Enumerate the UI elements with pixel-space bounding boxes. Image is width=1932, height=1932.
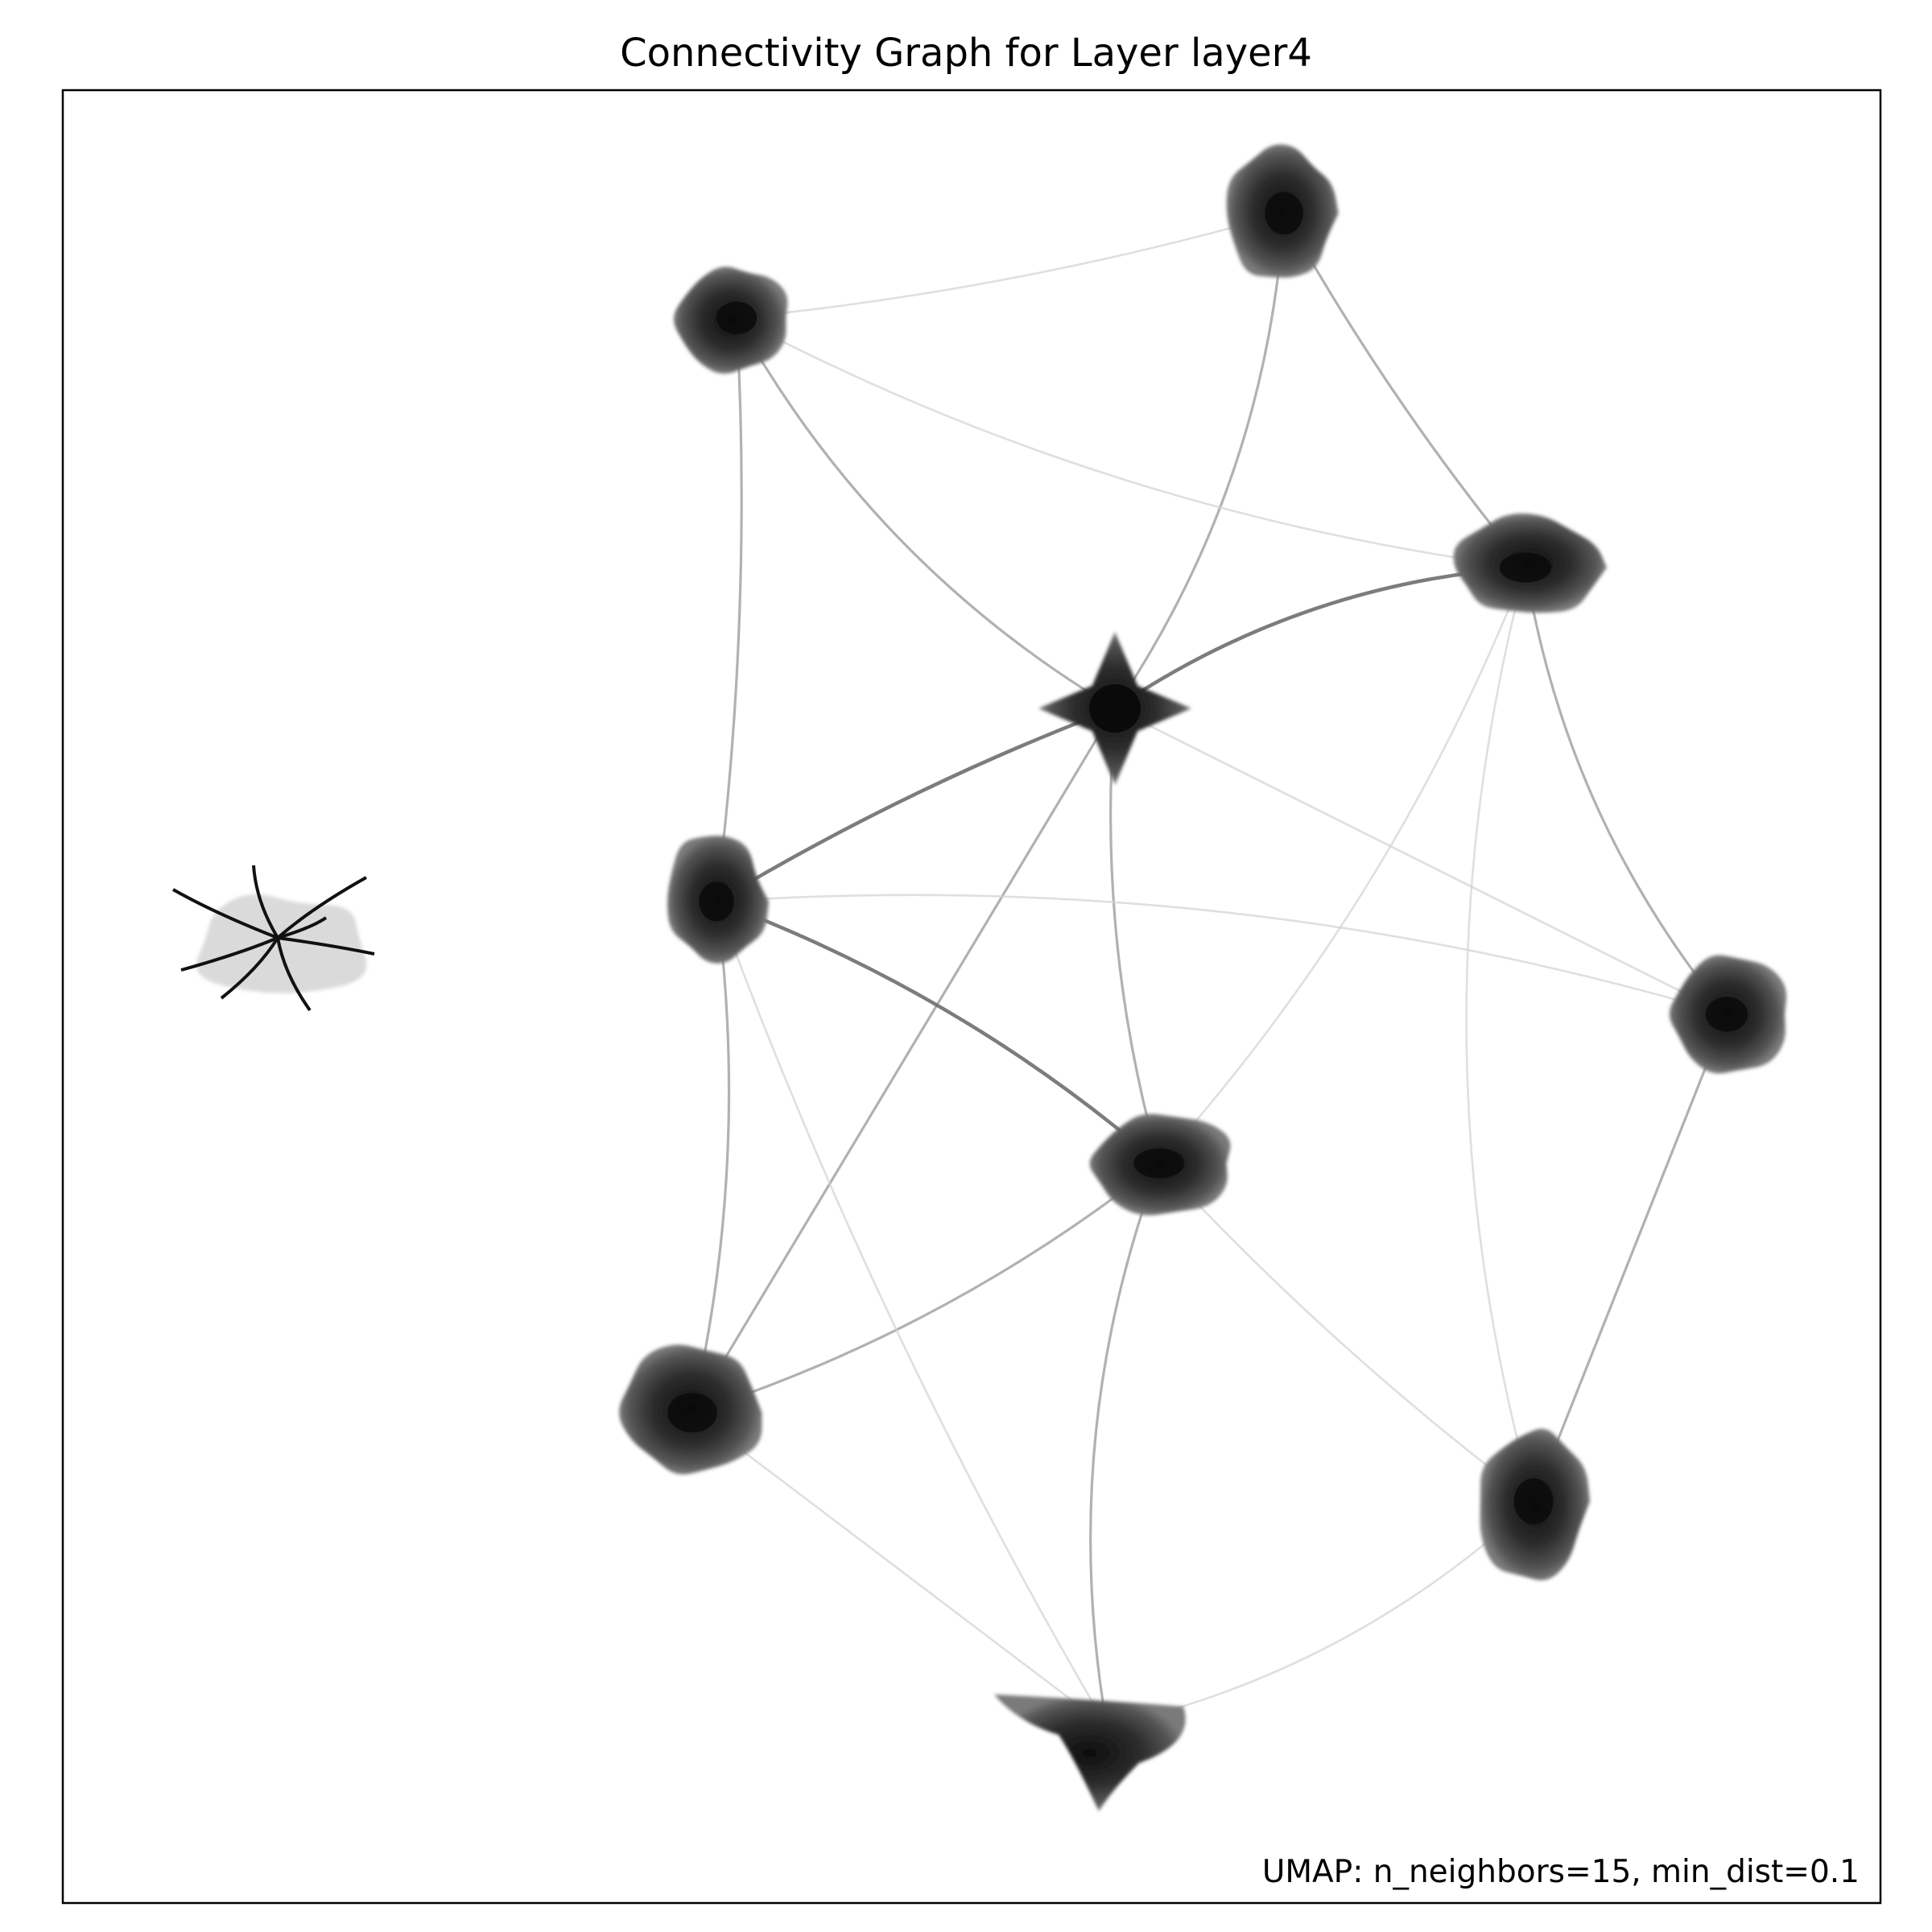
- edge-bottom-left-to-bottom-center: [691, 1411, 1108, 1728]
- cluster-halo: [196, 894, 367, 993]
- cluster-top-right: [1226, 144, 1339, 278]
- edge-center-lower-to-bottom-center: [1089, 1162, 1161, 1728]
- edge-center-lower-to-bottom-left: [691, 1162, 1161, 1414]
- cluster-core: [1133, 1148, 1185, 1179]
- cluster-core: [1499, 552, 1552, 583]
- cluster-core: [1513, 1478, 1554, 1525]
- edge-center-star-to-right-middle: [1113, 707, 1728, 1016]
- cluster-spike: [277, 936, 375, 956]
- cluster-core: [1705, 997, 1748, 1032]
- edge-top-left-to-left-middle: [715, 316, 743, 903]
- edge-left-middle-to-center-lower: [714, 899, 1162, 1166]
- edge-right-upper-to-bottom-right: [1465, 566, 1535, 1503]
- chart-title: Connectivity Graph for Layer layer4: [620, 31, 1312, 76]
- cluster-spike: [252, 865, 279, 939]
- edge-left-middle-to-right-middle: [715, 894, 1728, 1016]
- cluster-right-upper: [1453, 513, 1607, 613]
- edge-layer: [691, 212, 1728, 1728]
- edge-center-lower-to-right-upper: [1158, 566, 1527, 1165]
- cluster-core: [667, 1393, 717, 1433]
- cluster-top-left: [673, 266, 788, 374]
- edge-top-right-to-center-star: [1113, 212, 1286, 710]
- cluster-spike: [180, 936, 279, 972]
- edge-center-lower-to-bottom-right: [1158, 1162, 1535, 1503]
- edge-top-left-to-right-upper: [735, 316, 1527, 569]
- cluster-center-star: [1038, 632, 1191, 785]
- cluster-left-middle: [667, 836, 770, 964]
- cluster-spike: [172, 888, 279, 939]
- cluster-right-middle: [1669, 955, 1787, 1074]
- edge-left-middle-to-bottom-center: [715, 900, 1108, 1728]
- edge-top-left-to-center-star: [735, 316, 1117, 710]
- cluster-core: [716, 301, 758, 335]
- cluster-body: [994, 1695, 1186, 1811]
- edge-center-star-to-bottom-left: [691, 707, 1117, 1414]
- cluster-left-cluster: [172, 865, 375, 1012]
- cluster-spike: [277, 916, 328, 939]
- cluster-bottom-center: [994, 1695, 1186, 1811]
- edge-top-left-to-top-right: [735, 212, 1286, 320]
- cluster-core: [1089, 684, 1141, 733]
- cluster-spike: [276, 876, 367, 939]
- cluster-bottom-right: [1480, 1428, 1591, 1581]
- cluster-spike: [220, 936, 279, 1000]
- edge-center-star-to-left-middle: [714, 706, 1117, 904]
- cluster-core: [1265, 192, 1303, 235]
- plot-frame: [61, 89, 1882, 1905]
- edge-left-middle-to-bottom-left: [691, 900, 731, 1414]
- cluster-layer: [172, 144, 1787, 1811]
- cluster-bottom-left: [619, 1344, 762, 1475]
- cluster-core: [699, 881, 734, 922]
- umap-annotation: UMAP: n_neighbors=15, min_dist=0.1: [1262, 1854, 1860, 1890]
- edge-right-upper-to-right-middle: [1524, 566, 1728, 1016]
- cluster-spike: [276, 937, 312, 1012]
- edge-right-middle-to-bottom-right: [1532, 1013, 1728, 1503]
- cluster-center-lower: [1089, 1113, 1231, 1216]
